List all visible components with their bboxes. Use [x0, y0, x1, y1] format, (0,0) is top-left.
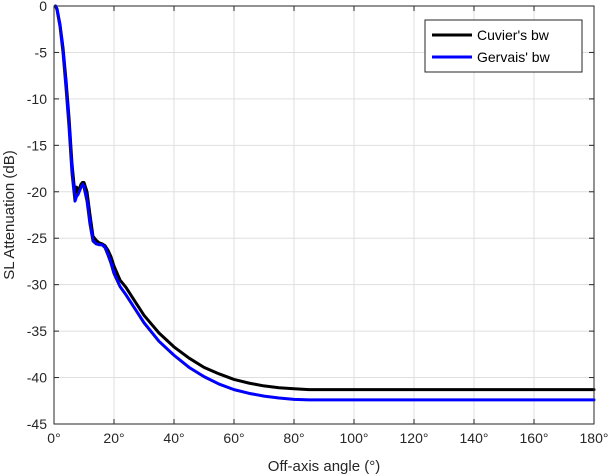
- y-tick-label: -25: [27, 230, 47, 246]
- y-tick-label: -15: [27, 137, 47, 153]
- x-tick-label: 80°: [283, 430, 304, 446]
- series-line-2: [54, 4, 596, 402]
- y-tick-label: -20: [27, 184, 47, 200]
- x-tick-label: 40°: [163, 430, 184, 446]
- x-tick-label: 20°: [103, 430, 124, 446]
- x-tick-label: 180°: [580, 430, 608, 446]
- legend-label: Gervais' bw: [477, 49, 551, 65]
- axes-frame: [53, 5, 595, 425]
- ticks: 0° 20° 40° 60° 80° 100° 120° 140° 160° 180° 0 -5 -10…: [27, 0, 608, 446]
- plot-area: [54, 4, 596, 402]
- y-tick-label: -10: [27, 91, 47, 107]
- legend-label: Cuvier's bw: [477, 27, 550, 43]
- y-tick-label: -40: [27, 370, 47, 386]
- y-tick-label: -35: [27, 323, 47, 339]
- y-tick-label: 0: [39, 0, 47, 14]
- x-tick-label: 0°: [47, 430, 60, 446]
- x-tick-label: 60°: [223, 430, 244, 446]
- legend: Cuvier's bw Gervais' bw: [424, 19, 583, 73]
- y-tick-label: -30: [27, 277, 47, 293]
- x-axis-label: Off-axis angle (°): [268, 458, 380, 475]
- legend-box: [424, 19, 583, 73]
- x-tick-label: 140°: [460, 430, 489, 446]
- y-axis-label: SL Attenuation (dB): [1, 150, 18, 280]
- x-tick-label: 100°: [340, 430, 369, 446]
- x-tick-label: 120°: [400, 430, 429, 446]
- y-tick-label: -45: [27, 416, 47, 432]
- y-tick-label: -5: [35, 44, 48, 60]
- x-tick-label: 160°: [520, 430, 549, 446]
